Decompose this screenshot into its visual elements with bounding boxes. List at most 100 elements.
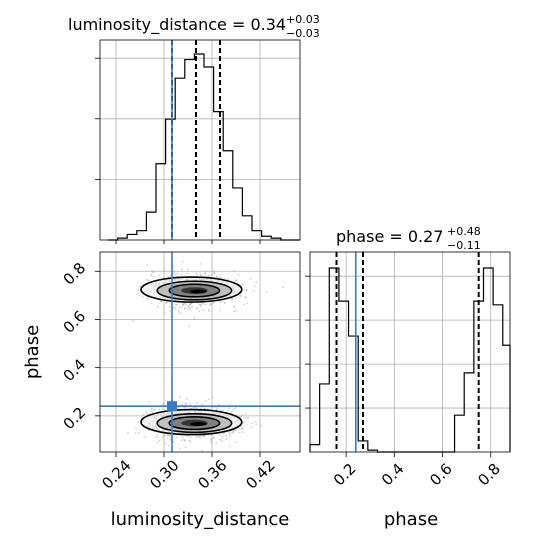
sample-point: [177, 407, 180, 409]
sample-point: [178, 306, 181, 309]
sample-point: [184, 439, 186, 442]
sample-point: [234, 429, 237, 432]
y-axis-label-phase: phase: [22, 325, 43, 379]
lumdist-histogram-panel: [95, 39, 301, 244]
sample-point: [198, 303, 201, 306]
sample-point: [228, 433, 231, 436]
sample-point: [158, 439, 161, 442]
sample-point: [174, 307, 177, 310]
sample-point: [228, 431, 231, 434]
sample-point: [235, 279, 238, 282]
sample-point: [131, 320, 134, 322]
phase-xtick-label-2: 0.6: [426, 460, 456, 490]
sample-point: [135, 427, 137, 430]
sample-point: [251, 422, 254, 425]
sample-point: [221, 300, 224, 302]
sample-point: [212, 270, 215, 272]
joint-truth-marker: [167, 401, 177, 412]
sample-point: [188, 324, 191, 327]
phase-title: phase = 0.27: [336, 227, 443, 246]
joint-ytick-label-3: 0.8: [60, 259, 90, 289]
sample-point: [144, 436, 147, 438]
sample-point: [172, 306, 175, 309]
sample-point: [165, 302, 167, 304]
joint-xtick-label-0: 0.24: [98, 456, 134, 492]
sample-point: [150, 407, 153, 410]
sample-point: [165, 301, 168, 303]
sample-point: [227, 278, 230, 281]
sample-point: [242, 421, 245, 424]
sample-point: [195, 307, 198, 310]
sample-point: [218, 276, 221, 279]
sample-point: [162, 436, 164, 439]
sample-point: [202, 309, 205, 312]
sample-point: [188, 306, 191, 309]
sample-point: [156, 305, 159, 308]
sample-point: [200, 436, 203, 439]
sample-point: [183, 406, 186, 409]
sample-point: [252, 289, 255, 292]
sample-point: [234, 309, 237, 312]
sample-point: [222, 433, 225, 435]
sample-point: [241, 427, 244, 430]
sample-point: [246, 302, 249, 305]
sample-point: [233, 299, 236, 302]
sample-point: [208, 398, 210, 401]
sample-point: [210, 440, 213, 443]
sample-point: [219, 434, 221, 437]
sample-point: [203, 272, 206, 275]
sample-point: [247, 416, 250, 419]
phase-xtick-label-3: 0.8: [474, 460, 504, 490]
sample-point: [220, 440, 223, 442]
sample-point: [142, 413, 145, 416]
sample-point: [229, 445, 231, 448]
sample-point: [152, 409, 155, 412]
sample-point: [204, 271, 207, 274]
sample-point: [183, 307, 186, 310]
phase-xtick-label-0: 0.2: [330, 460, 360, 490]
sample-point: [195, 406, 198, 409]
sample-point: [201, 434, 204, 437]
sample-point: [179, 273, 182, 276]
sample-point: [181, 439, 183, 442]
sample-point: [141, 295, 144, 298]
phase-frame: [309, 251, 511, 453]
sample-point: [216, 276, 218, 279]
sample-point: [231, 432, 233, 435]
sample-point: [235, 440, 238, 443]
sample-point: [219, 301, 222, 304]
sample-point: [134, 432, 137, 434]
sample-point: [223, 302, 226, 304]
sample-point: [167, 433, 170, 436]
sample-point: [199, 303, 202, 306]
sample-point: [221, 409, 224, 411]
sample-point: [230, 299, 233, 302]
sample-point: [161, 408, 164, 410]
sample-point: [208, 310, 211, 313]
sample-point: [185, 403, 188, 406]
sample-point: [147, 297, 150, 300]
sample-point: [233, 270, 236, 273]
sample-point: [151, 270, 154, 272]
sample-point: [181, 306, 183, 308]
sample-point: [245, 288, 248, 291]
sample-point: [196, 307, 199, 310]
lumdist-title: luminosity_distance = 0.34: [68, 15, 286, 35]
x-axis-label-lumdist: luminosity_distance: [111, 509, 290, 530]
sample-point: [189, 303, 192, 306]
sample-point: [235, 297, 237, 299]
sample-point: [221, 435, 224, 438]
sample-point: [255, 281, 258, 284]
sample-point: [232, 429, 235, 432]
sample-point: [150, 274, 153, 277]
sample-point: [181, 268, 183, 271]
sample-point: [229, 435, 232, 437]
sample-point: [155, 435, 158, 438]
sample-point: [175, 436, 178, 439]
sample-point: [156, 433, 159, 436]
sample-point: [250, 426, 253, 429]
joint-frame: [99, 251, 301, 453]
joint-ytick-label-2: 0.6: [60, 307, 90, 337]
sample-point: [238, 431, 241, 434]
sample-point: [219, 273, 222, 276]
